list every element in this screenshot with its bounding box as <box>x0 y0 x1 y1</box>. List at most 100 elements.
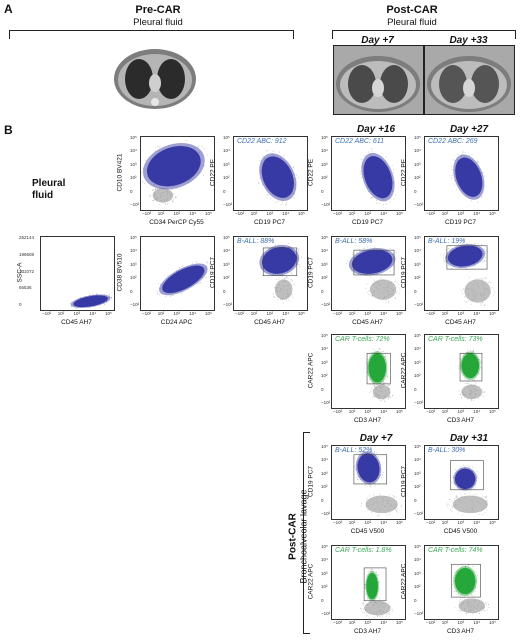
grey-events <box>492 294 494 296</box>
grey-events <box>171 200 173 201</box>
background-events <box>444 261 445 263</box>
x-axis-label: CD45 AH7 <box>445 319 476 326</box>
gate-box <box>363 567 387 602</box>
y-tick-label: 10² <box>414 584 421 590</box>
x-tick-label: −10² <box>426 520 436 525</box>
background-events <box>468 564 470 566</box>
background-events <box>479 247 481 249</box>
background-events <box>365 583 367 585</box>
grey-events <box>386 514 388 516</box>
background-events <box>480 362 482 364</box>
pleural-fluid-label: Pleural fluid <box>32 178 66 201</box>
p-bal-car-d31 <box>424 545 499 620</box>
background-events <box>471 595 473 596</box>
grey-events <box>175 196 177 198</box>
background-events <box>166 191 168 193</box>
background-events <box>456 159 458 161</box>
background-events <box>367 187 369 189</box>
grey-events <box>369 294 371 296</box>
background-events <box>462 243 464 245</box>
x-tick-label: 10² <box>57 311 65 316</box>
grey-events <box>383 382 385 384</box>
background-events <box>141 171 142 173</box>
grey-events <box>466 382 468 384</box>
grey-events <box>455 496 457 498</box>
x-tick-label: 10⁴ <box>380 620 388 625</box>
background-events <box>453 577 455 579</box>
pre-car-title: Pre-CAR <box>135 4 181 16</box>
grey-events <box>389 612 390 614</box>
background-events <box>376 199 377 201</box>
grey-events <box>461 396 463 398</box>
y-tick-label: −10² <box>223 202 233 207</box>
grey-events <box>486 601 488 603</box>
x-tick-label: 10³ <box>266 211 274 216</box>
grey-events <box>374 385 376 387</box>
p-ball-d27 <box>424 236 499 311</box>
background-events <box>286 202 288 204</box>
background-events <box>474 487 476 489</box>
background-events <box>369 353 370 355</box>
grey-events <box>479 278 481 280</box>
background-events <box>377 596 379 598</box>
background-events <box>385 156 387 158</box>
background-events <box>371 380 373 382</box>
background-events <box>262 184 264 186</box>
background-events <box>293 173 295 175</box>
grey-events <box>469 276 471 278</box>
population-core <box>366 573 378 600</box>
background-events <box>373 571 375 573</box>
grey-events <box>173 192 175 194</box>
background-events <box>454 160 456 161</box>
grey-events <box>285 300 287 302</box>
grey-events <box>369 392 371 394</box>
background-events <box>288 166 290 168</box>
background-events <box>181 292 183 294</box>
background-events <box>377 587 379 589</box>
background-events <box>370 450 372 452</box>
background-events <box>298 251 299 253</box>
background-events <box>194 147 196 149</box>
background-events <box>286 197 288 199</box>
p-ssc-cd45 <box>40 236 115 311</box>
background-events <box>392 253 394 255</box>
grey-events <box>478 385 480 387</box>
background-events <box>143 175 145 177</box>
x-tick-label: 10² <box>250 311 258 316</box>
background-events <box>449 249 451 251</box>
grey-events <box>484 610 486 612</box>
p-cd22-d27 <box>424 136 499 211</box>
background-events <box>198 171 200 173</box>
grey-events <box>365 613 367 615</box>
post-car-subtitle: Pleural fluid <box>387 17 437 28</box>
background-events <box>109 299 111 301</box>
grey-events <box>276 279 277 280</box>
background-events <box>144 182 146 184</box>
x-tick-label: 10³ <box>457 520 465 525</box>
background-events <box>462 152 464 154</box>
background-events <box>454 266 456 268</box>
background-events <box>471 154 473 156</box>
grey-events <box>384 400 386 402</box>
background-events <box>369 485 371 486</box>
day-label-bal-7: Day +7 <box>359 433 393 444</box>
background-events <box>297 176 299 178</box>
grey-events <box>381 399 383 401</box>
background-events <box>108 294 110 296</box>
background-events <box>476 575 478 576</box>
background-events <box>392 257 394 259</box>
x-tick-label: −10² <box>142 211 152 216</box>
grey-events <box>398 292 400 294</box>
background-events <box>198 282 200 284</box>
grey-events <box>486 609 488 611</box>
grey-events <box>474 494 476 496</box>
y-tick-label: 10² <box>414 175 421 181</box>
background-events <box>364 585 366 587</box>
background-events <box>356 252 358 254</box>
background-events <box>464 567 466 569</box>
grey-events <box>484 511 486 513</box>
background-events <box>385 199 387 201</box>
background-events <box>371 148 373 150</box>
background-events <box>107 297 109 299</box>
background-events <box>262 155 264 157</box>
